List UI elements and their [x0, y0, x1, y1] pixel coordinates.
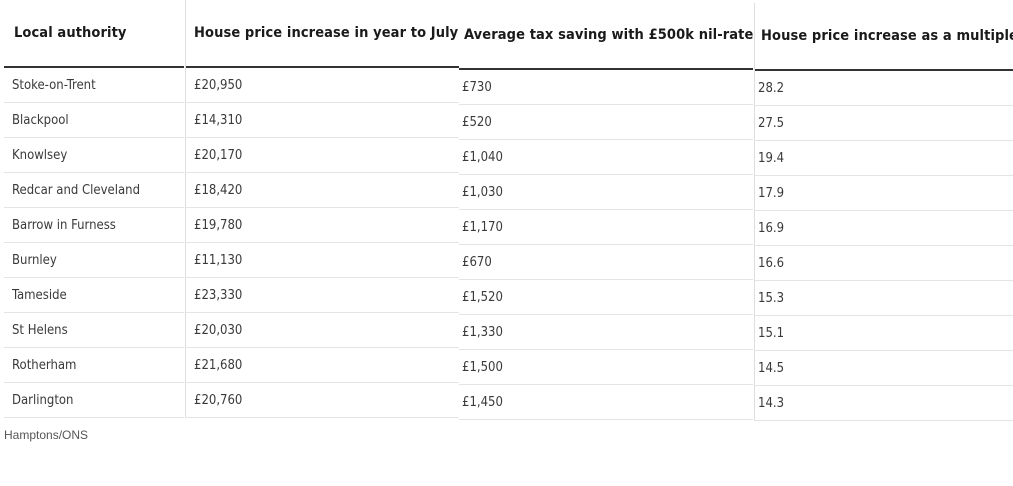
table-column-house-price-increase: House price increase in year to July £20… [185, 0, 459, 418]
table-cell: Barrow in Furness [4, 208, 184, 243]
table-cell: £1,040 [459, 140, 753, 175]
table-column-average-tax-saving: Average tax saving with £500k nil-rate £… [459, 2, 753, 420]
table-cell: £20,950 [186, 68, 459, 103]
column-header: House price increase as a multiple [755, 3, 1013, 71]
table-cell: Rotherham [4, 348, 184, 383]
table-cell: £20,030 [186, 313, 459, 348]
table-cell: Blackpool [4, 103, 184, 138]
table-cell: £18,420 [186, 173, 459, 208]
table-cell: Darlington [4, 383, 184, 418]
table-cell: Knowlsey [4, 138, 184, 173]
column-header: Local authority [4, 0, 184, 68]
table-cell: 17.9 [755, 176, 1013, 211]
table-cell: £11,130 [186, 243, 459, 278]
table-cell: £1,330 [459, 315, 753, 350]
table-cell: £19,780 [186, 208, 459, 243]
column-header: Average tax saving with £500k nil-rate [459, 2, 753, 70]
table-cell: £1,450 [459, 385, 753, 420]
table-cell: £20,760 [186, 383, 459, 418]
table-cell: £20,170 [186, 138, 459, 173]
table-cell: 27.5 [755, 106, 1013, 141]
table-cell: £520 [459, 105, 753, 140]
table-cell: £1,170 [459, 210, 753, 245]
table-cell: £730 [459, 70, 753, 105]
table-cell: Tameside [4, 278, 184, 313]
table-cell: Stoke-on-Trent [4, 68, 184, 103]
table-cell: 14.3 [755, 386, 1013, 421]
table-cell: 14.5 [755, 351, 1013, 386]
table-cell: £1,030 [459, 175, 753, 210]
table-cell: £1,500 [459, 350, 753, 385]
table-cell: £14,310 [186, 103, 459, 138]
table-cell: £670 [459, 245, 753, 280]
table-cell: 15.1 [755, 316, 1013, 351]
table-column-increase-multiple: House price increase as a multiple 28.2 … [754, 3, 1013, 421]
table-cell: St Helens [4, 313, 184, 348]
table-column-local-authority: Local authority Stoke-on-Trent Blackpool… [4, 0, 184, 418]
table-cell: Redcar and Cleveland [4, 173, 184, 208]
table-cell: 16.9 [755, 211, 1013, 246]
table-cell: £1,520 [459, 280, 753, 315]
table-cell: 15.3 [755, 281, 1013, 316]
table-cell: Burnley [4, 243, 184, 278]
table-cell: 28.2 [755, 71, 1013, 106]
table-cell: £21,680 [186, 348, 459, 383]
table-cell: 19.4 [755, 141, 1013, 176]
column-header: House price increase in year to July [186, 0, 459, 68]
source-note: Hamptons/ONS [4, 428, 89, 442]
table-cell: £23,330 [186, 278, 459, 313]
table-cell: 16.6 [755, 246, 1013, 281]
